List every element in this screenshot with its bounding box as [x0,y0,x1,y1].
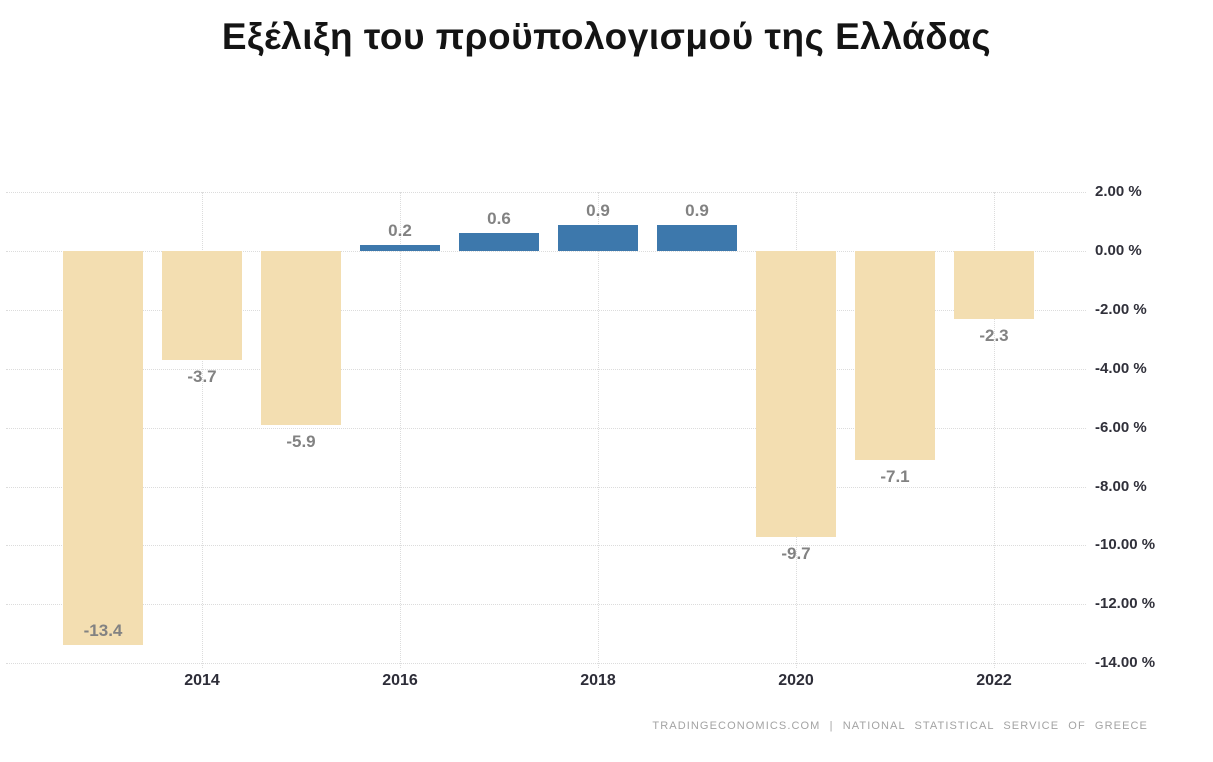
y-tick-label: -10.00 % [1095,536,1156,554]
bar-value-label: -9.7 [781,543,811,563]
x-tick-label: 2020 [778,672,814,689]
x-tick-label: 2014 [184,672,220,689]
bar-value-label: -2.3 [979,325,1009,345]
bar-2021 [855,251,935,461]
gridline-h [6,309,1086,311]
bar-value-label: 0.9 [586,200,610,220]
y-tick-label: -6.00 % [1095,418,1147,436]
bar-2017 [459,233,539,251]
bar-value-label: -5.9 [286,431,316,451]
gridline-v [994,192,995,668]
bar-value-label: -7.1 [880,467,910,487]
x-tick-label: 2022 [976,672,1012,689]
y-tick-label: -4.00 % [1095,359,1147,377]
gridline-v [202,192,203,668]
bar-2015 [261,251,341,425]
gridline-h [6,604,1086,606]
gridline-h [6,192,1086,194]
bar-2013 [63,251,143,646]
x-tick-label: 2018 [580,672,616,689]
gridline-h [6,251,1086,252]
bar-value-label: -13.4 [83,621,123,641]
bar-value-label: 0.9 [685,200,709,220]
gridline-h [6,663,1086,665]
y-tick-label: -8.00 % [1095,477,1147,495]
source-attribution: TRADINGECONOMICS.COM | NATIONAL STATISTI… [652,720,1148,732]
gridline-h [6,545,1086,547]
bar-2014 [162,251,242,360]
gridline-h [6,427,1086,429]
bar-value-label: -3.7 [187,366,217,386]
bar-2022 [954,251,1034,319]
bar-2018 [558,224,638,251]
y-tick-label: 2.00 % [1095,183,1142,201]
y-tick-label: -14.00 % [1095,654,1156,672]
bar-2019 [657,224,737,251]
x-tick-label: 2016 [382,672,418,689]
bar-value-label: 0.6 [487,209,511,229]
gridline-h [6,486,1086,488]
bar-2016 [360,245,440,251]
y-tick-label: 0.00 % [1095,242,1142,259]
bar-2020 [756,251,836,537]
y-tick-label: -2.00 % [1095,300,1147,318]
gridline-h [6,368,1086,370]
chart-title: Εξέλιξη του προϋπολογισμού της Ελλάδας [221,16,992,57]
y-tick-label: -12.00 % [1095,595,1156,613]
gridline-v [598,192,599,668]
gridline-v [400,192,401,668]
bar-value-label: 0.2 [388,221,412,241]
